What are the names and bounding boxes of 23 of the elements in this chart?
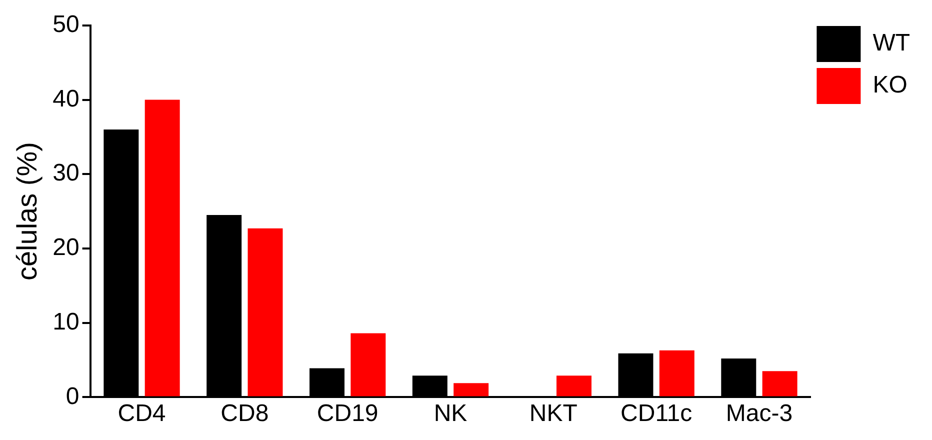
x-tick-label: CD19 [316, 400, 378, 428]
x-tick-label: NK [434, 400, 468, 428]
x-tick-label: CD8 [220, 400, 269, 428]
bar [454, 383, 489, 396]
x-tick-label: CD11c [620, 400, 692, 428]
legend-label: KO [872, 72, 908, 99]
bar [144, 100, 180, 396]
y-tick-label: 40 [52, 85, 80, 112]
y-tick-label: 30 [52, 160, 80, 187]
y-tick-label: 10 [52, 308, 80, 336]
bar [556, 376, 592, 396]
legend-label: WT [872, 30, 910, 57]
bar [762, 371, 798, 396]
bar [350, 333, 386, 396]
x-tick-label: Mac-3 [726, 400, 793, 428]
x-tick-label: NKT [529, 400, 578, 428]
y-tick-label: 50 [52, 11, 80, 38]
y-tick-label: 20 [52, 234, 80, 262]
y-tick-label: 0 [66, 382, 80, 410]
y-axis-title: células (%) [12, 142, 43, 281]
x-tick-label: CD4 [118, 400, 166, 428]
bar [248, 228, 283, 396]
bar [659, 350, 694, 396]
